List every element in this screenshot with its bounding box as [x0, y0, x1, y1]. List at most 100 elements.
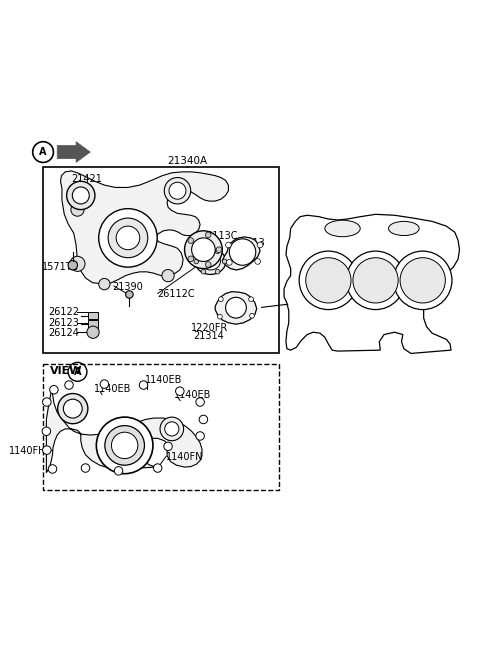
- Polygon shape: [215, 291, 257, 324]
- Circle shape: [218, 297, 223, 301]
- Circle shape: [71, 203, 84, 216]
- Circle shape: [227, 259, 232, 265]
- Text: 26112C: 26112C: [157, 290, 195, 299]
- Circle shape: [306, 257, 351, 303]
- Circle shape: [164, 442, 172, 451]
- Text: 1140EB: 1140EB: [174, 390, 211, 400]
- Text: 1140FN: 1140FN: [166, 452, 204, 462]
- Circle shape: [226, 297, 246, 318]
- Circle shape: [199, 415, 208, 424]
- Circle shape: [250, 313, 254, 318]
- Text: 1220FR: 1220FR: [191, 324, 228, 333]
- Circle shape: [111, 432, 138, 458]
- Circle shape: [192, 238, 215, 261]
- Circle shape: [205, 232, 211, 238]
- Circle shape: [176, 387, 184, 396]
- Circle shape: [205, 261, 211, 267]
- Circle shape: [194, 259, 199, 264]
- Circle shape: [215, 249, 220, 253]
- Circle shape: [67, 181, 95, 210]
- Bar: [43, 167, 279, 354]
- Circle shape: [114, 466, 123, 475]
- Circle shape: [43, 398, 51, 406]
- Circle shape: [126, 291, 133, 298]
- Text: 21340A: 21340A: [167, 157, 207, 166]
- Polygon shape: [60, 171, 228, 284]
- Circle shape: [87, 326, 99, 339]
- Circle shape: [139, 381, 148, 389]
- Circle shape: [201, 249, 206, 253]
- Circle shape: [353, 257, 398, 303]
- Circle shape: [165, 422, 179, 436]
- Circle shape: [196, 398, 204, 406]
- Circle shape: [58, 394, 88, 424]
- Text: 26123: 26123: [48, 318, 79, 328]
- Text: 1571TC: 1571TC: [42, 262, 78, 272]
- Text: 21390: 21390: [112, 282, 143, 292]
- Circle shape: [154, 464, 162, 472]
- Ellipse shape: [195, 248, 226, 274]
- Bar: [88, 312, 98, 320]
- Polygon shape: [222, 237, 260, 270]
- Text: 1140EB: 1140EB: [94, 384, 131, 394]
- Circle shape: [255, 259, 261, 265]
- Circle shape: [188, 238, 193, 244]
- Polygon shape: [57, 141, 90, 162]
- Circle shape: [217, 314, 222, 319]
- Text: 21314: 21314: [193, 331, 224, 341]
- Text: 26122: 26122: [48, 307, 79, 318]
- Ellipse shape: [325, 220, 360, 236]
- Circle shape: [196, 432, 204, 440]
- Text: 1140EB: 1140EB: [144, 375, 182, 385]
- Circle shape: [68, 261, 77, 270]
- Circle shape: [48, 465, 57, 473]
- Circle shape: [229, 239, 256, 265]
- Text: A: A: [74, 367, 81, 377]
- Ellipse shape: [388, 221, 419, 236]
- Circle shape: [164, 178, 191, 204]
- Bar: [43, 364, 279, 490]
- Circle shape: [257, 242, 263, 248]
- Ellipse shape: [201, 253, 220, 270]
- Circle shape: [72, 187, 89, 204]
- Circle shape: [49, 386, 58, 394]
- Circle shape: [160, 417, 184, 441]
- Circle shape: [169, 182, 186, 199]
- Text: 21421: 21421: [72, 174, 102, 184]
- Circle shape: [105, 426, 144, 465]
- Circle shape: [162, 269, 174, 282]
- Circle shape: [346, 251, 405, 310]
- Circle shape: [42, 427, 50, 436]
- Circle shape: [108, 218, 148, 257]
- Circle shape: [215, 269, 220, 274]
- Circle shape: [249, 297, 253, 301]
- Text: A: A: [39, 147, 47, 157]
- Circle shape: [184, 231, 222, 269]
- Circle shape: [394, 251, 452, 310]
- Polygon shape: [47, 386, 202, 473]
- Text: 26113C: 26113C: [200, 231, 238, 240]
- Polygon shape: [284, 214, 459, 354]
- Circle shape: [400, 257, 445, 303]
- Circle shape: [201, 269, 206, 274]
- Bar: [88, 320, 98, 328]
- Circle shape: [226, 242, 231, 248]
- Circle shape: [70, 256, 85, 271]
- Circle shape: [99, 209, 157, 267]
- Circle shape: [100, 380, 108, 388]
- Circle shape: [299, 251, 358, 310]
- Text: 1140FH: 1140FH: [9, 446, 47, 456]
- Circle shape: [63, 399, 82, 418]
- Circle shape: [65, 381, 73, 389]
- Circle shape: [81, 464, 90, 472]
- Text: 26124: 26124: [48, 328, 79, 338]
- Text: 21313: 21313: [234, 238, 265, 248]
- Circle shape: [99, 278, 110, 290]
- Circle shape: [43, 446, 51, 455]
- Circle shape: [188, 256, 193, 261]
- Circle shape: [116, 226, 140, 250]
- Circle shape: [96, 417, 153, 474]
- Circle shape: [216, 247, 222, 253]
- Circle shape: [222, 259, 227, 264]
- Text: VIEW: VIEW: [50, 366, 83, 377]
